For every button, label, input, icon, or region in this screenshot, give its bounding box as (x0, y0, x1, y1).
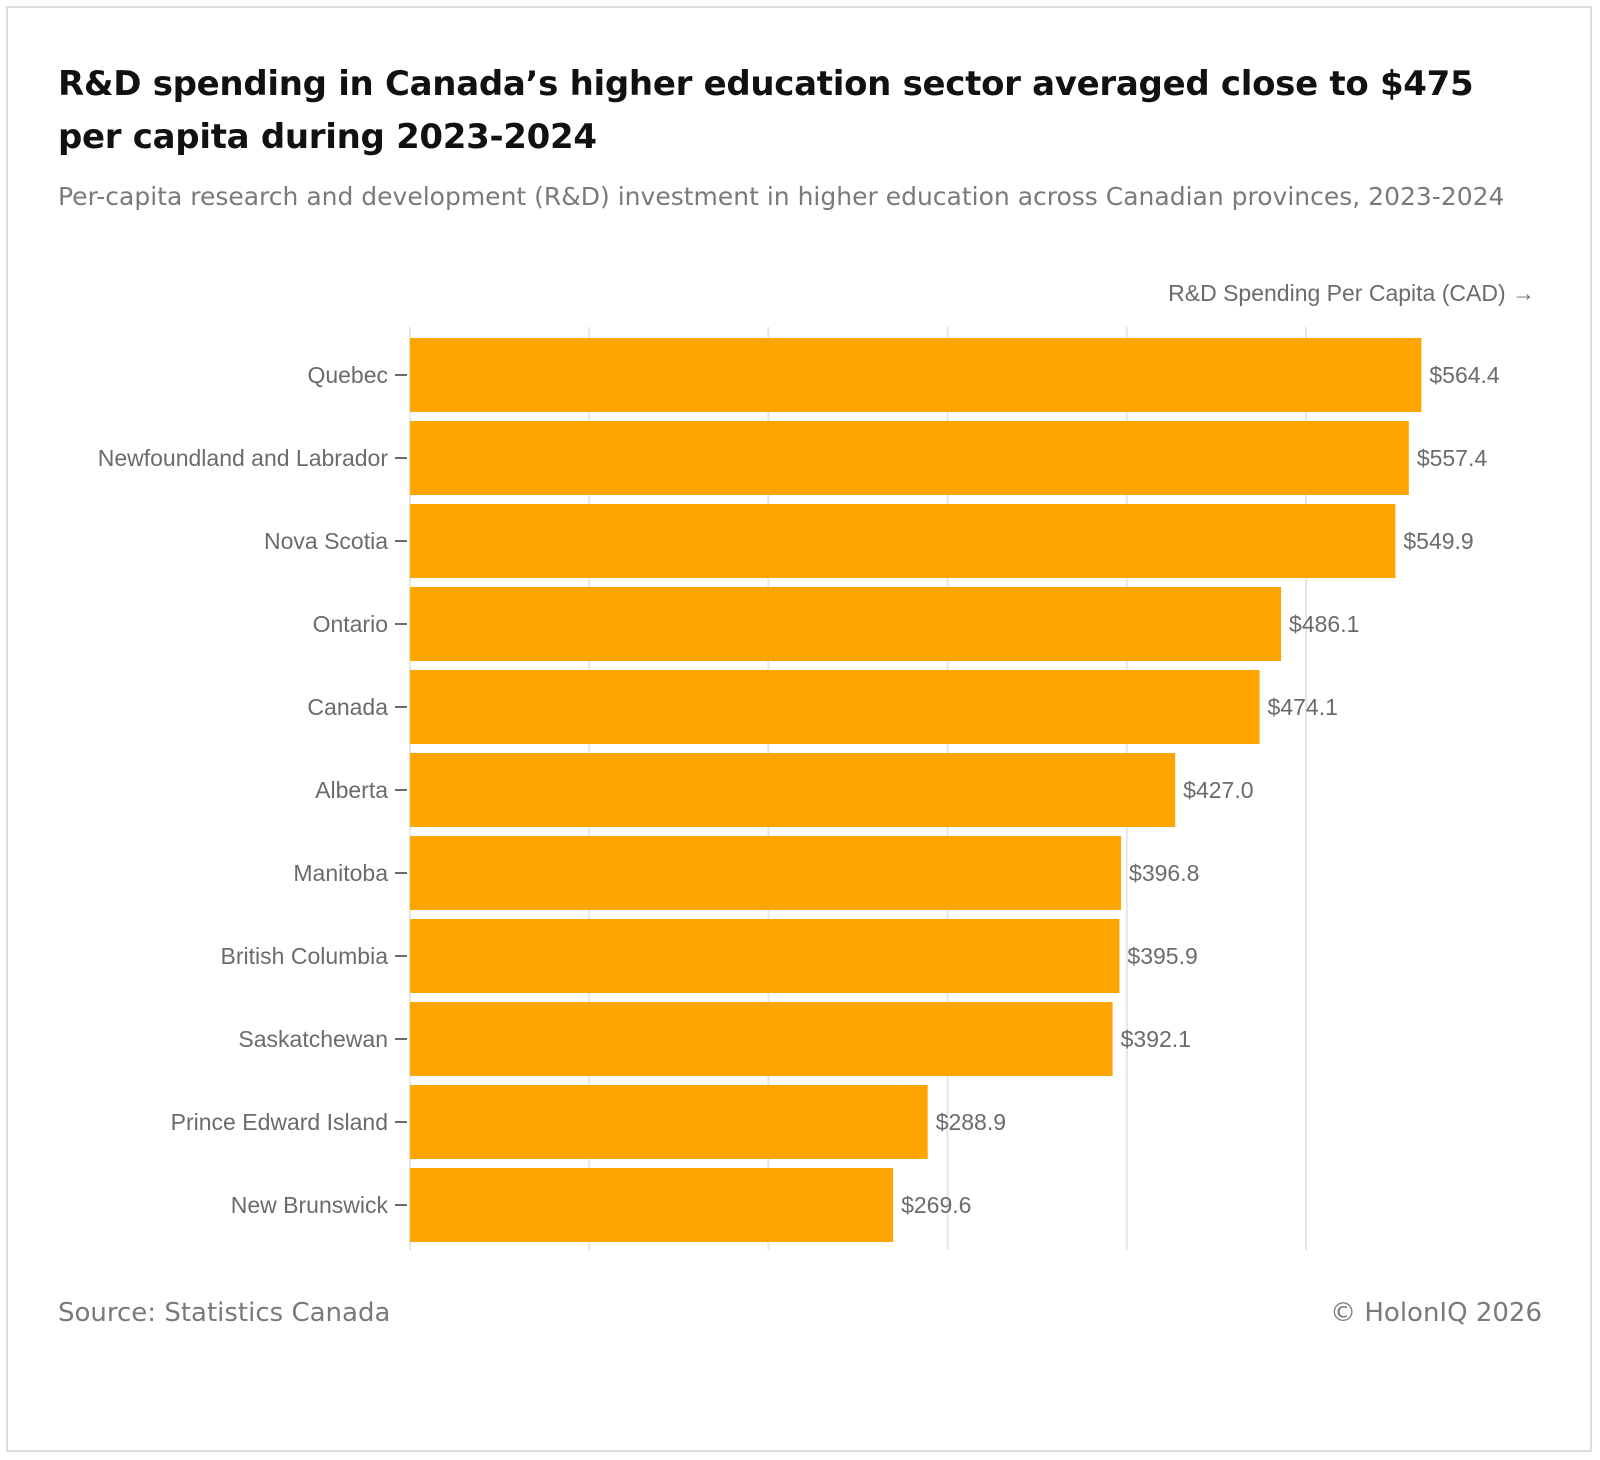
bar-value-label: $474.1 (1268, 694, 1338, 720)
bar-value-label: $427.0 (1183, 777, 1253, 803)
y-tick-label: Ontario (313, 611, 388, 637)
bar-value-label: $269.6 (901, 1192, 971, 1218)
bar-british-columbia[interactable] (410, 919, 1120, 993)
bar-saskatchewan[interactable] (410, 1002, 1113, 1076)
bar-value-label: $557.4 (1417, 445, 1488, 471)
y-tick-label: British Columbia (221, 943, 389, 969)
y-tick-label: Manitoba (293, 860, 388, 886)
bar-new-brunswick[interactable] (410, 1168, 894, 1242)
y-tick-label: Saskatchewan (238, 1026, 388, 1052)
bar-manitoba[interactable] (410, 836, 1122, 910)
bar-value-label: $486.1 (1289, 611, 1359, 637)
bar-alberta[interactable] (410, 753, 1176, 827)
bar-value-label: $392.1 (1121, 1026, 1191, 1052)
bar-value-label: $549.9 (1403, 528, 1473, 554)
labels: Quebec $564.4 Newfoundland and Labrador $55… (98, 362, 1500, 1218)
y-tick-label: Canada (307, 694, 388, 720)
bar-value-label: $288.9 (936, 1109, 1006, 1135)
y-tick-label: Alberta (315, 777, 388, 803)
chart-title: R&D spending in Canada’s higher educatio… (58, 64, 1474, 157)
source-note: Source: Statistics Canada (58, 1298, 391, 1328)
bar-quebec[interactable] (410, 338, 1422, 412)
bar-ontario[interactable] (410, 587, 1282, 661)
chart-subtitle: Per-capita research and development (R&D… (58, 182, 1505, 211)
y-tick-label: New Brunswick (231, 1192, 389, 1218)
bars (410, 338, 1422, 1242)
bar-value-label: $396.8 (1129, 860, 1199, 886)
y-tick-label: Nova Scotia (264, 528, 388, 554)
x-axis-title: R&D Spending Per Capita (CAD) → (1168, 280, 1535, 306)
bar-value-label: $395.9 (1127, 943, 1197, 969)
bar-newfoundland-and-labrador[interactable] (410, 421, 1409, 495)
bar-nova-scotia[interactable] (410, 504, 1396, 578)
bar-value-label: $564.4 (1429, 362, 1500, 388)
copyright-credit: © HolonIQ 2026 (1330, 1298, 1542, 1328)
y-tick-label: Prince Edward Island (171, 1109, 388, 1135)
y-tick-label: Newfoundland and Labrador (98, 445, 389, 471)
y-tick-label: Quebec (307, 362, 388, 388)
bar-prince-edward-island[interactable] (410, 1085, 928, 1159)
bar-canada[interactable] (410, 670, 1260, 744)
